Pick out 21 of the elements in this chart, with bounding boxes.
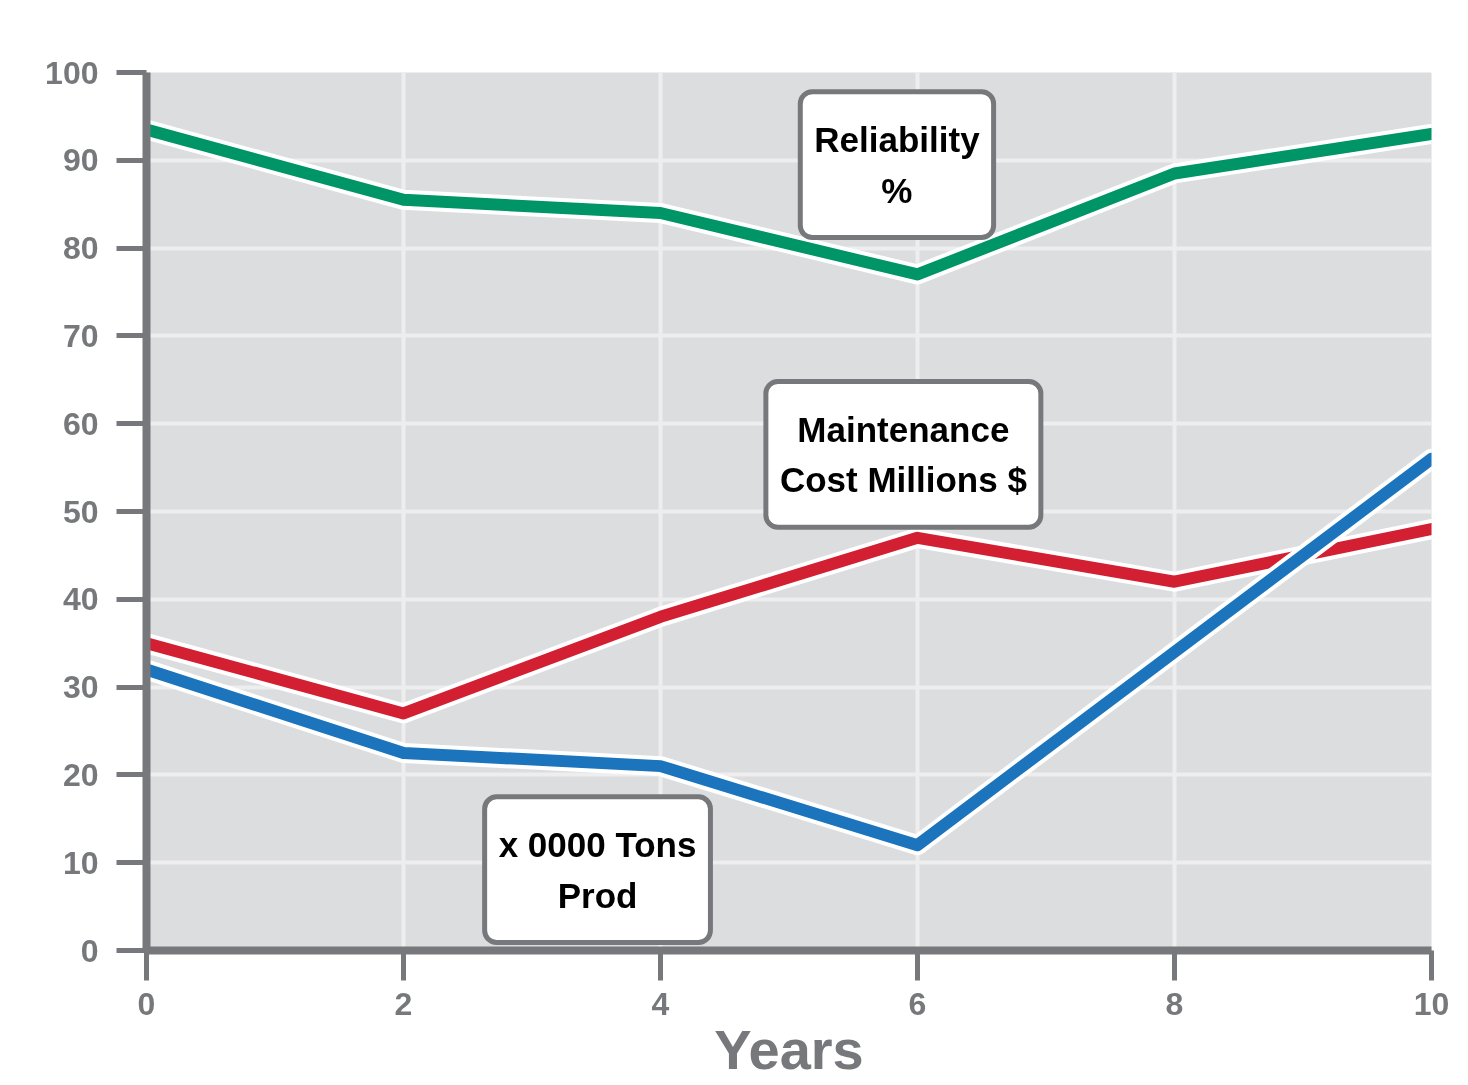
y-tick-label: 80: [62, 230, 99, 267]
y-tick-label: 0: [80, 932, 99, 969]
series-label: Reliability %: [814, 119, 981, 210]
x-tick-label: 2: [394, 985, 413, 1022]
x-tick-label: 4: [651, 985, 670, 1022]
y-tick-label: 60: [62, 405, 99, 442]
series-label: x 0000 Tons Prod: [498, 824, 697, 915]
y-tick-label: 30: [62, 669, 99, 706]
x-tick-label: 8: [1165, 985, 1184, 1022]
x-tick-label: 10: [1413, 985, 1450, 1022]
y-tick-label: 100: [45, 54, 99, 91]
y-tick-label: 20: [62, 756, 99, 793]
y-tick-label: 70: [62, 317, 99, 354]
y-tick-label: 10: [62, 844, 99, 881]
series-label: Maintenance Cost Millions $: [779, 409, 1027, 500]
x-tick-label: 6: [908, 985, 927, 1022]
y-tick-label: 40: [62, 581, 99, 618]
y-tick-label: 50: [62, 493, 99, 530]
y-tick-label: 90: [62, 142, 99, 179]
x-tick-label: 0: [137, 985, 156, 1022]
x-axis-title: Years: [714, 1017, 864, 1081]
